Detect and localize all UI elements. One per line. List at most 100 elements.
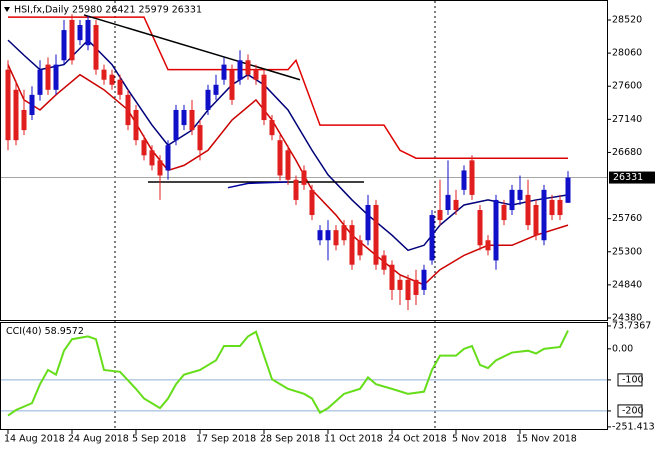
candle-body	[197, 125, 203, 151]
candle-body	[29, 94, 35, 116]
candle-body	[525, 194, 531, 226]
candle-body	[293, 179, 299, 200]
candle-body	[5, 69, 11, 141]
x-tick-label: 14 Aug 2018	[4, 434, 65, 445]
cci-last-value: 58.9572	[45, 326, 84, 337]
candle-body	[429, 215, 435, 261]
candle-body	[21, 109, 27, 131]
y-tick-label: -251.413	[612, 421, 655, 432]
candle-body	[245, 60, 251, 75]
cci-line	[7, 330, 569, 417]
candle-body	[149, 150, 155, 166]
candle-body	[373, 204, 379, 265]
main-panel	[0, 0, 608, 321]
candle-body	[405, 279, 411, 300]
overlay-line	[83, 14, 301, 81]
candle-body	[37, 69, 43, 95]
candle-body	[261, 74, 267, 121]
candle-body	[229, 69, 235, 100]
candle-body	[325, 230, 331, 241]
candle-body	[269, 120, 275, 136]
candle-body	[509, 189, 515, 211]
y-tick-label: 25760	[612, 213, 642, 224]
candle-body	[125, 94, 131, 126]
y-tick-label: 24840	[612, 279, 642, 290]
candle-body	[557, 199, 563, 216]
y-tick-label: 26680	[612, 147, 642, 158]
candle-body	[461, 170, 467, 190]
candle-body	[53, 64, 59, 90]
last-price-label: 26331	[613, 172, 643, 183]
candle-body	[501, 204, 507, 221]
candle-body	[277, 140, 283, 176]
y-tick-label: -100	[622, 374, 644, 385]
candle-body	[365, 204, 371, 241]
candle-body	[85, 19, 91, 46]
x-tick-label: 24 Aug 2018	[68, 434, 129, 445]
candle-body	[485, 240, 491, 251]
cci-title: CCI(40) 58.9572	[6, 326, 84, 337]
y-tick-label: 28520	[612, 14, 642, 25]
candle-body	[453, 199, 459, 211]
y-tick-label: 28060	[612, 48, 642, 59]
candle-body	[389, 264, 395, 290]
candle-body	[285, 150, 291, 180]
chart-title: HSI,fx,Daily 25980 26421 25979 26331	[14, 5, 202, 16]
overlay-line	[8, 16, 568, 159]
candle-body	[381, 255, 387, 270]
candle-body	[301, 170, 307, 185]
candle-body	[421, 269, 427, 290]
candle-body	[253, 69, 259, 80]
overlay-line	[227, 181, 289, 189]
candle-body	[69, 19, 75, 61]
candle-body	[437, 210, 443, 221]
x-tick-label: 11 Oct 2018	[324, 434, 383, 445]
candle-body	[477, 210, 483, 246]
x-tick-label: 28 Sep 2018	[260, 434, 320, 445]
candle-body	[13, 89, 19, 141]
x-tick-label: 24 Oct 2018	[388, 434, 447, 445]
cci-panel	[0, 322, 608, 430]
candle-body	[357, 240, 363, 256]
candle-body	[141, 140, 147, 156]
level-label-box	[617, 404, 643, 418]
overlay-line	[7, 39, 569, 252]
x-tick-label: 5 Sep 2018	[132, 434, 186, 445]
candle-body	[189, 109, 195, 131]
candle-body	[237, 60, 243, 80]
candle-body	[221, 64, 227, 80]
title-marker	[4, 7, 10, 12]
last-price-box	[609, 171, 655, 184]
candle-body	[413, 279, 419, 295]
candle-body	[541, 189, 547, 241]
candle-body	[549, 199, 555, 216]
candle-body	[101, 69, 107, 80]
y-tick-label: 27140	[612, 114, 642, 125]
candle-body	[493, 199, 499, 261]
y-tick-label: 73.7367	[612, 320, 651, 331]
candle-body	[333, 230, 339, 246]
y-tick-label: 25300	[612, 246, 642, 257]
candle-body	[181, 109, 187, 126]
candle-body	[213, 84, 219, 95]
y-tick-label: 27600	[612, 81, 642, 92]
candle-body	[517, 189, 523, 200]
candle-body	[77, 25, 83, 41]
x-tick-label: 5 Nov 2018	[452, 434, 507, 445]
candle-body	[93, 25, 99, 70]
candle-body	[61, 30, 67, 61]
cci-name: CCI(40)	[6, 326, 42, 337]
candle-body	[165, 145, 171, 171]
candle-body	[445, 194, 451, 211]
y-tick-label: -200	[622, 405, 644, 416]
candle-body	[469, 160, 475, 195]
x-tick-label: 15 Nov 2018	[516, 434, 577, 445]
candle-body	[205, 89, 211, 110]
candle-body	[109, 74, 115, 85]
candle-body	[117, 79, 123, 95]
candle-body	[533, 204, 539, 236]
level-label-box	[617, 373, 643, 387]
candle-body	[157, 160, 163, 176]
